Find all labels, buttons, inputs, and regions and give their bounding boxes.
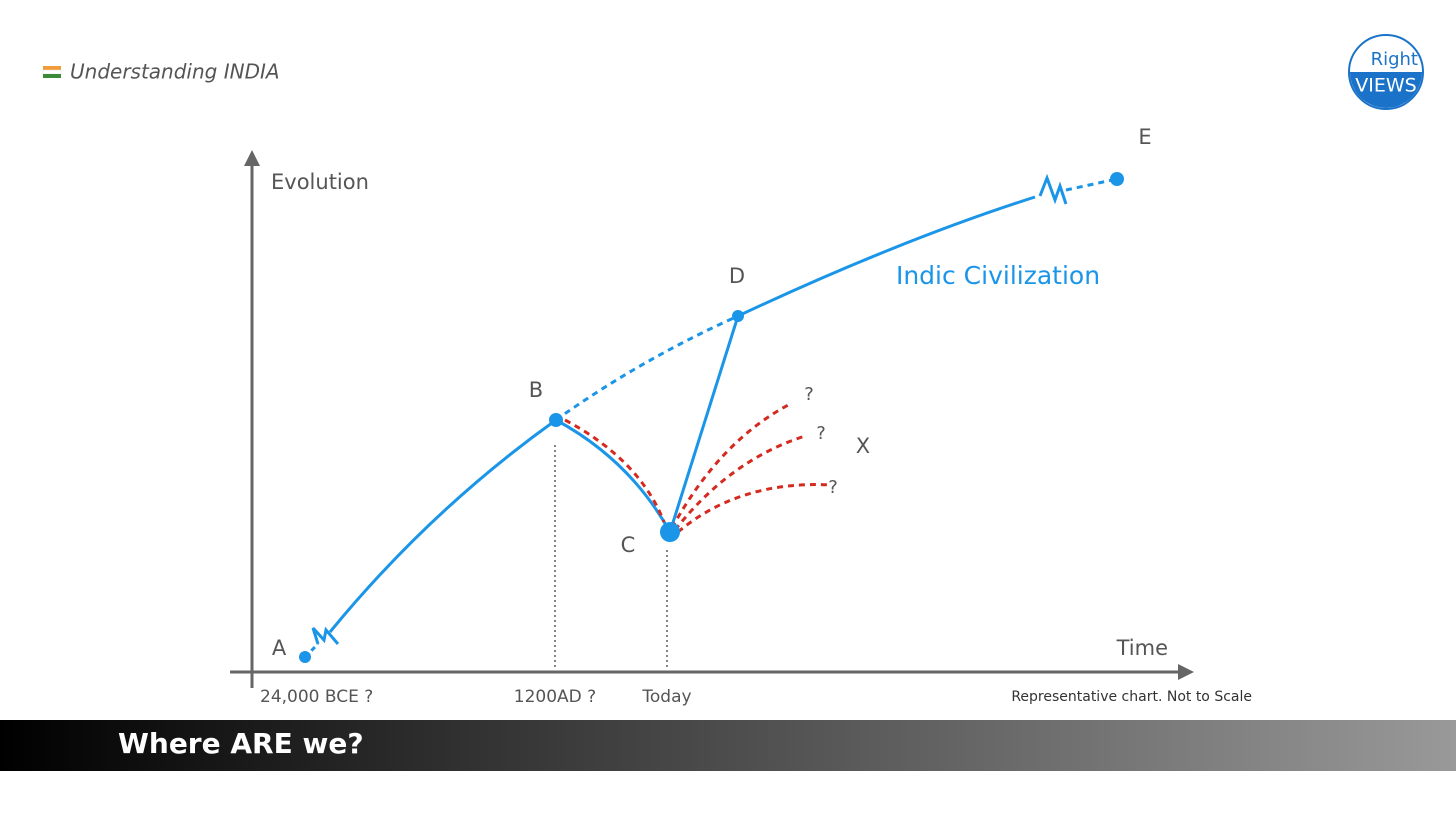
guides xyxy=(554,445,668,670)
speculative-paths xyxy=(564,401,833,534)
future-label: X xyxy=(856,434,870,458)
time-label: 24,000 BCE ? xyxy=(260,687,373,707)
point-label: B xyxy=(529,378,543,402)
logo: Right VIEWS xyxy=(1348,34,1424,110)
civilization-label: Indic Civilization xyxy=(896,261,1100,290)
point-label: D xyxy=(729,264,745,288)
axes xyxy=(230,150,1194,688)
time-label: Today xyxy=(641,687,691,707)
header-title: Understanding INDIA xyxy=(70,60,280,84)
logo-bottom: VIEWS xyxy=(1355,75,1416,97)
note: Representative chart. Not to Scale xyxy=(1011,689,1252,705)
point-label: C xyxy=(621,533,636,557)
unknown-mark: ? xyxy=(804,384,814,405)
logo-top: Right xyxy=(1371,49,1418,70)
time-label: 1200AD ? xyxy=(514,687,596,707)
banner xyxy=(0,720,1456,771)
unknown-mark: ? xyxy=(816,423,826,444)
banner-text: Where ARE we? xyxy=(118,727,364,760)
points xyxy=(299,172,1124,663)
flag xyxy=(42,66,62,78)
unknown-mark: ? xyxy=(828,477,838,498)
x-axis-label: Time xyxy=(1116,636,1168,660)
point-label: A xyxy=(272,636,287,660)
civilization-curve xyxy=(303,173,1118,659)
point-label: E xyxy=(1138,125,1151,149)
y-axis-label: Evolution xyxy=(271,170,369,194)
